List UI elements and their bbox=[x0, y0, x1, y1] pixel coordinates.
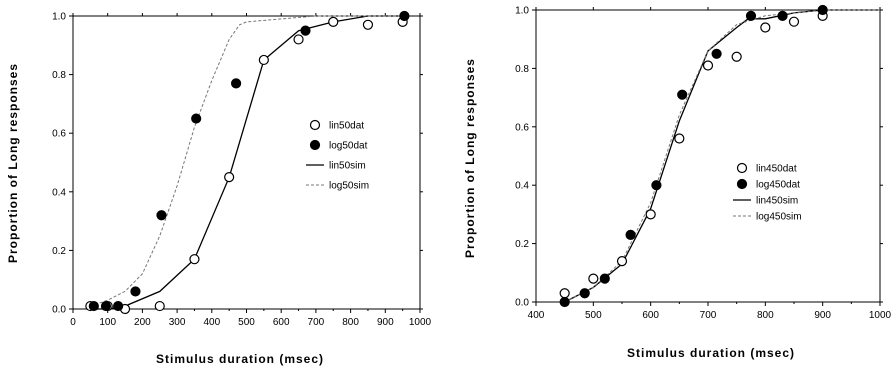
legend-label-lin450dat: lin450dat bbox=[756, 164, 797, 175]
legend: lin450dat log450dat lin450sim log450sim bbox=[733, 162, 802, 223]
data-point-log450dat bbox=[599, 273, 610, 284]
legend-marker-log50dat bbox=[309, 139, 321, 151]
data-point-log450dat bbox=[777, 10, 788, 21]
plot-frame bbox=[535, 9, 881, 303]
y-tick-label: 1.0 bbox=[52, 12, 66, 23]
chart-panel-2: 400 500 600 700 800 900 1000 0.0 0.2 0.4 0.6 0.8 1.0… bbox=[463, 4, 892, 360]
data-point-log450dat bbox=[579, 288, 590, 299]
chart-panel-1: 0 100 200 300 400 500 600 700 800 900 1000 0.0 0.2 0.… bbox=[6, 10, 432, 366]
x-tick-label: 900 bbox=[814, 310, 831, 321]
y-tick-label: 0.2 bbox=[515, 239, 529, 250]
data-point-lin450dat bbox=[616, 256, 628, 267]
data-point-log50dat bbox=[130, 286, 141, 297]
x-tick-label: 1000 bbox=[869, 310, 892, 321]
data-point-lin50dat bbox=[224, 172, 235, 183]
x-tick-label: 200 bbox=[134, 317, 151, 328]
legend-marker-log450dat bbox=[736, 178, 748, 190]
x-tick-label: 400 bbox=[203, 317, 220, 328]
y-tick-label: 0.4 bbox=[515, 181, 529, 192]
legend-marker-lin50dat bbox=[309, 119, 321, 131]
data-point-lin50dat bbox=[362, 19, 374, 30]
x-tick-label: 600 bbox=[642, 310, 659, 321]
data-point-lin450dat bbox=[731, 51, 742, 62]
data-point-log50dat bbox=[300, 25, 311, 36]
y-tick-label: 0.0 bbox=[52, 305, 66, 316]
y-tick-label: 1.0 bbox=[515, 6, 529, 17]
y-tick-label: 0.6 bbox=[52, 129, 66, 140]
data-point-log50dat bbox=[399, 10, 410, 22]
data-point-log450dat bbox=[711, 48, 722, 59]
y-tick-label: 0.2 bbox=[52, 246, 66, 257]
data-point-lin450dat bbox=[702, 60, 714, 71]
data-point-lin450dat bbox=[674, 133, 685, 144]
data-point-log450dat bbox=[651, 180, 662, 191]
data-point-lin450dat bbox=[788, 16, 800, 27]
data-point-log50dat bbox=[100, 300, 112, 312]
data-point-lin450dat bbox=[588, 273, 599, 284]
data-point-log50dat bbox=[191, 113, 202, 124]
x-tick-label: 1000 bbox=[409, 317, 432, 328]
x-tick-label: 100 bbox=[99, 317, 116, 328]
x-tick-label: 500 bbox=[238, 317, 255, 328]
y-tick-label: 0.4 bbox=[52, 187, 66, 198]
x-axis-label: Stimulus duration (msec) bbox=[627, 346, 795, 360]
data-point-lin50dat bbox=[328, 16, 339, 27]
legend-label-lin450sim: lin450sim bbox=[756, 196, 798, 207]
x-tick-label: 500 bbox=[585, 310, 602, 321]
x-axis-label: Stimulus duration (msec) bbox=[156, 352, 324, 366]
y-tick-label: 0.0 bbox=[515, 298, 529, 309]
y-axis-label: Proportion of Long responses bbox=[463, 58, 477, 258]
data-point-lin450dat bbox=[760, 22, 771, 33]
legend-label-log50dat: log50dat bbox=[329, 141, 368, 152]
data-point-log50dat bbox=[230, 78, 242, 89]
data-point-log50dat bbox=[156, 210, 167, 221]
data-point-lin450dat bbox=[645, 209, 656, 220]
series-line-lin450sim bbox=[564, 9, 880, 303]
legend-label-log450sim: log450sim bbox=[756, 212, 802, 223]
data-point-log50dat bbox=[88, 300, 99, 312]
series-line-log50sim bbox=[90, 15, 403, 307]
y-tick-label: 0.8 bbox=[515, 64, 529, 75]
series-line-log450sim bbox=[564, 9, 880, 303]
x-tick-label: 700 bbox=[308, 317, 325, 328]
x-tick-label: 0 bbox=[70, 317, 76, 328]
legend-label-log450dat: log450dat bbox=[756, 180, 800, 191]
data-point-log450dat bbox=[677, 89, 688, 100]
y-tick-label: 0.6 bbox=[515, 122, 529, 133]
data-point-log450dat bbox=[817, 4, 828, 16]
data-point-lin50dat bbox=[189, 254, 200, 265]
x-tick-label: 800 bbox=[342, 317, 359, 328]
plot-frame bbox=[72, 15, 421, 310]
data-point-log450dat bbox=[625, 229, 636, 240]
data-point-log50dat bbox=[113, 300, 124, 312]
data-point-log450dat bbox=[745, 10, 757, 21]
legend-label-lin50sim: lin50sim bbox=[329, 161, 366, 172]
y-tick-label: 0.8 bbox=[52, 70, 66, 81]
legend-marker-lin450dat bbox=[736, 162, 748, 174]
data-point-log450dat bbox=[559, 296, 570, 308]
legend: lin50dat log50dat lin50sim log50sim bbox=[306, 119, 369, 192]
x-tick-label: 800 bbox=[757, 310, 774, 321]
x-tick-label: 300 bbox=[169, 317, 186, 328]
x-tick-label: 600 bbox=[273, 317, 290, 328]
legend-label-log50sim: log50sim bbox=[329, 181, 369, 192]
data-point-lin450dat bbox=[559, 288, 570, 299]
y-axis-label: Proportion of Long responses bbox=[6, 63, 20, 263]
x-tick-label: 900 bbox=[377, 317, 394, 328]
x-tick-label: 400 bbox=[528, 310, 545, 321]
data-point-lin50dat bbox=[154, 300, 165, 312]
data-point-lin50dat bbox=[293, 34, 304, 45]
legend-label-lin50dat: lin50dat bbox=[329, 121, 364, 132]
x-tick-label: 700 bbox=[700, 310, 717, 321]
data-point-lin50dat bbox=[258, 54, 269, 66]
